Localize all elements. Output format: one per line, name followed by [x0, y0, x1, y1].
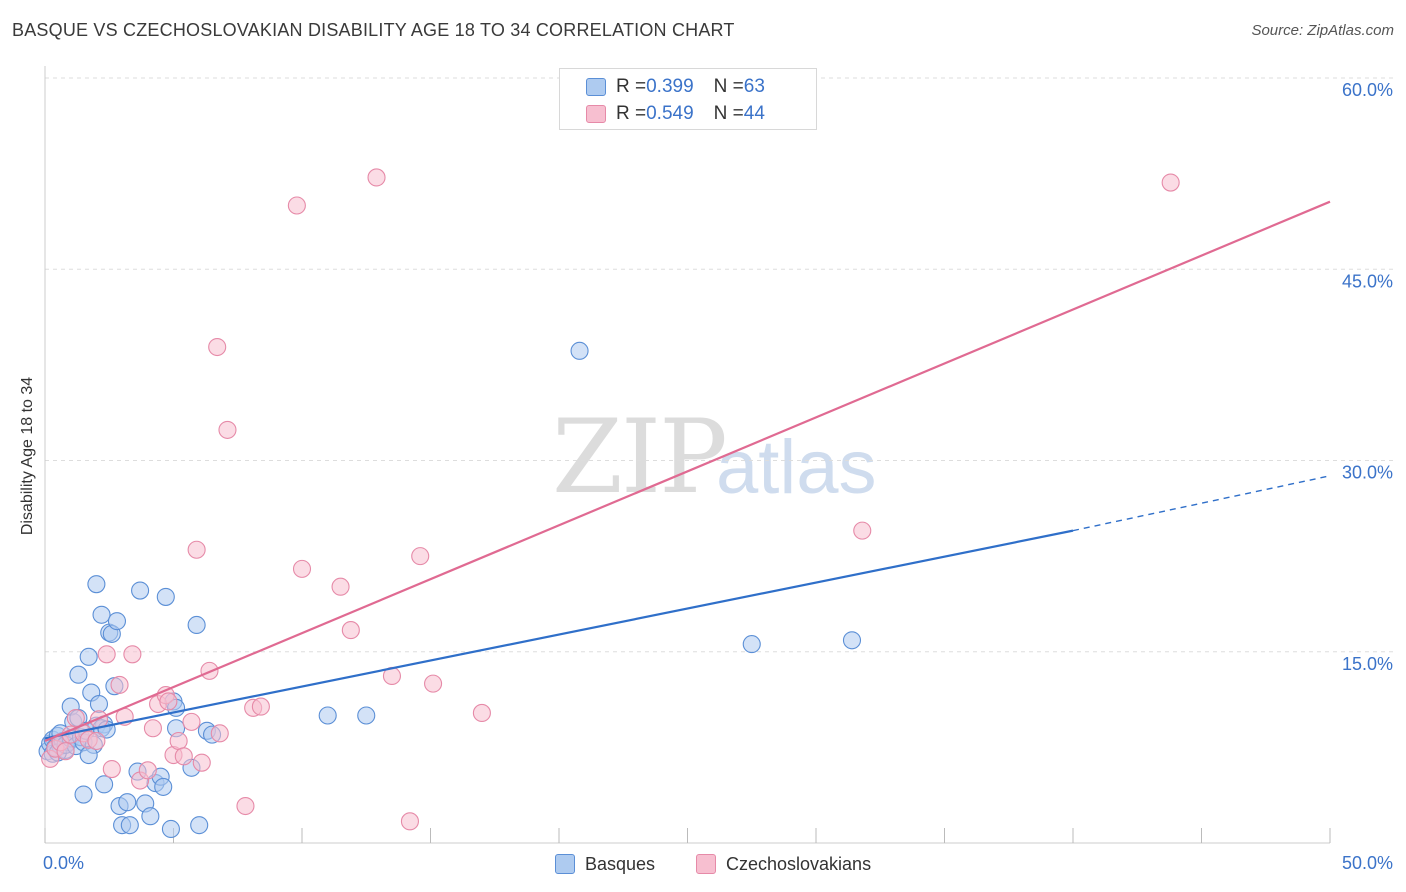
x-tick-label: 0.0% — [43, 853, 84, 873]
data-point — [87, 575, 106, 594]
chart-title: BASQUE VS CZECHOSLOVAKIAN DISABILITY AGE… — [12, 20, 735, 40]
legend-n-value: 63 — [743, 76, 765, 97]
legend-n-value: 44 — [743, 103, 765, 124]
data-point — [74, 785, 93, 804]
legend-r-value: 0.399 — [646, 76, 694, 97]
data-point — [154, 777, 173, 796]
data-point — [97, 645, 116, 664]
source-label: Source: ZipAtlas.com — [1251, 22, 1394, 39]
data-point — [1161, 173, 1180, 192]
data-point — [287, 196, 306, 215]
data-point — [192, 753, 211, 772]
legend-item-czechoslovakians: Czechoslovakians — [696, 852, 871, 876]
legend-swatch-blue — [555, 854, 575, 874]
legend-label-czechoslovakians: Czechoslovakians — [726, 853, 872, 874]
data-point — [742, 635, 761, 654]
tick-labels: 15.0% 30.0% 45.0% 60.0% 0.0% 50.0% — [43, 80, 1393, 873]
data-point — [110, 675, 129, 694]
series-czechoslovakians — [41, 168, 1180, 831]
y-tick-label: 45.0% — [1342, 271, 1393, 291]
data-point — [92, 605, 111, 624]
data-point — [400, 812, 419, 831]
data-point — [218, 420, 237, 439]
data-point — [89, 694, 109, 714]
legend-n-label: N = — [713, 103, 744, 124]
data-point — [156, 587, 175, 606]
legend-r-value: 0.549 — [646, 103, 694, 124]
data-point — [424, 674, 443, 693]
legend-swatch-pink — [586, 105, 606, 123]
y-tick-label: 30.0% — [1342, 463, 1393, 483]
legend-swatch-blue — [586, 78, 606, 96]
data-point — [411, 547, 430, 566]
legend-r-label: R = — [616, 76, 647, 97]
series-basques — [38, 341, 862, 839]
data-point — [56, 742, 75, 761]
data-point — [102, 759, 121, 779]
data-point — [143, 719, 162, 738]
data-point — [853, 521, 872, 540]
legend-row-basques: R = 0.399 N = 63 — [586, 74, 765, 100]
watermark-atlas: atlas — [716, 425, 877, 510]
data-point — [66, 708, 85, 728]
trend-lines — [44, 200, 1331, 743]
data-point — [123, 645, 142, 664]
data-point — [251, 697, 270, 716]
legend-item-basques: Basques — [555, 852, 655, 876]
correlation-legend: R = 0.399 N = 63 R = 0.549 N = 44 — [559, 68, 817, 130]
data-point — [187, 540, 206, 559]
legend-swatch-pink — [696, 854, 716, 874]
data-point — [292, 559, 312, 578]
data-point — [138, 761, 157, 780]
legend-row-czechoslovakians: R = 0.549 N = 44 — [586, 101, 765, 127]
data-point — [159, 692, 178, 711]
data-point — [120, 816, 139, 835]
data-point — [210, 724, 229, 743]
data-point — [472, 703, 491, 723]
legend-label-basques: Basques — [585, 853, 656, 874]
data-point — [79, 647, 98, 666]
data-point — [107, 612, 127, 631]
trend-line-czechoslovakians — [44, 200, 1331, 743]
trend-line-basques — [44, 529, 1074, 740]
data-point — [842, 631, 862, 650]
axes — [44, 66, 1331, 844]
data-point — [87, 731, 106, 751]
y-axis-title: Disability Age 18 to 34 — [19, 376, 36, 536]
trend-line-basques-extension — [1072, 475, 1331, 532]
data-point — [182, 712, 201, 731]
data-point — [367, 168, 386, 187]
data-point — [236, 796, 255, 816]
data-point — [318, 706, 337, 725]
y-tick-label: 15.0% — [1342, 654, 1393, 674]
data-point — [174, 747, 193, 766]
watermark-zip: ZIP — [552, 398, 728, 517]
data-point — [331, 577, 350, 596]
legend-r-label: R = — [616, 103, 647, 124]
data-point — [208, 337, 227, 357]
legend-n-label: N = — [713, 76, 744, 97]
data-point — [118, 793, 137, 812]
data-point — [161, 819, 180, 839]
data-point — [357, 706, 376, 725]
data-point — [69, 665, 88, 684]
grid-lines — [45, 77, 1395, 653]
data-point — [341, 621, 360, 640]
data-point — [95, 775, 114, 794]
data-point — [169, 731, 188, 751]
data-point — [141, 807, 160, 826]
x-tick-label: 50.0% — [1342, 853, 1393, 873]
data-point — [190, 816, 209, 835]
data-point — [131, 581, 150, 600]
data-point — [187, 615, 206, 635]
data-point — [570, 341, 589, 360]
y-tick-label: 60.0% — [1342, 80, 1393, 100]
